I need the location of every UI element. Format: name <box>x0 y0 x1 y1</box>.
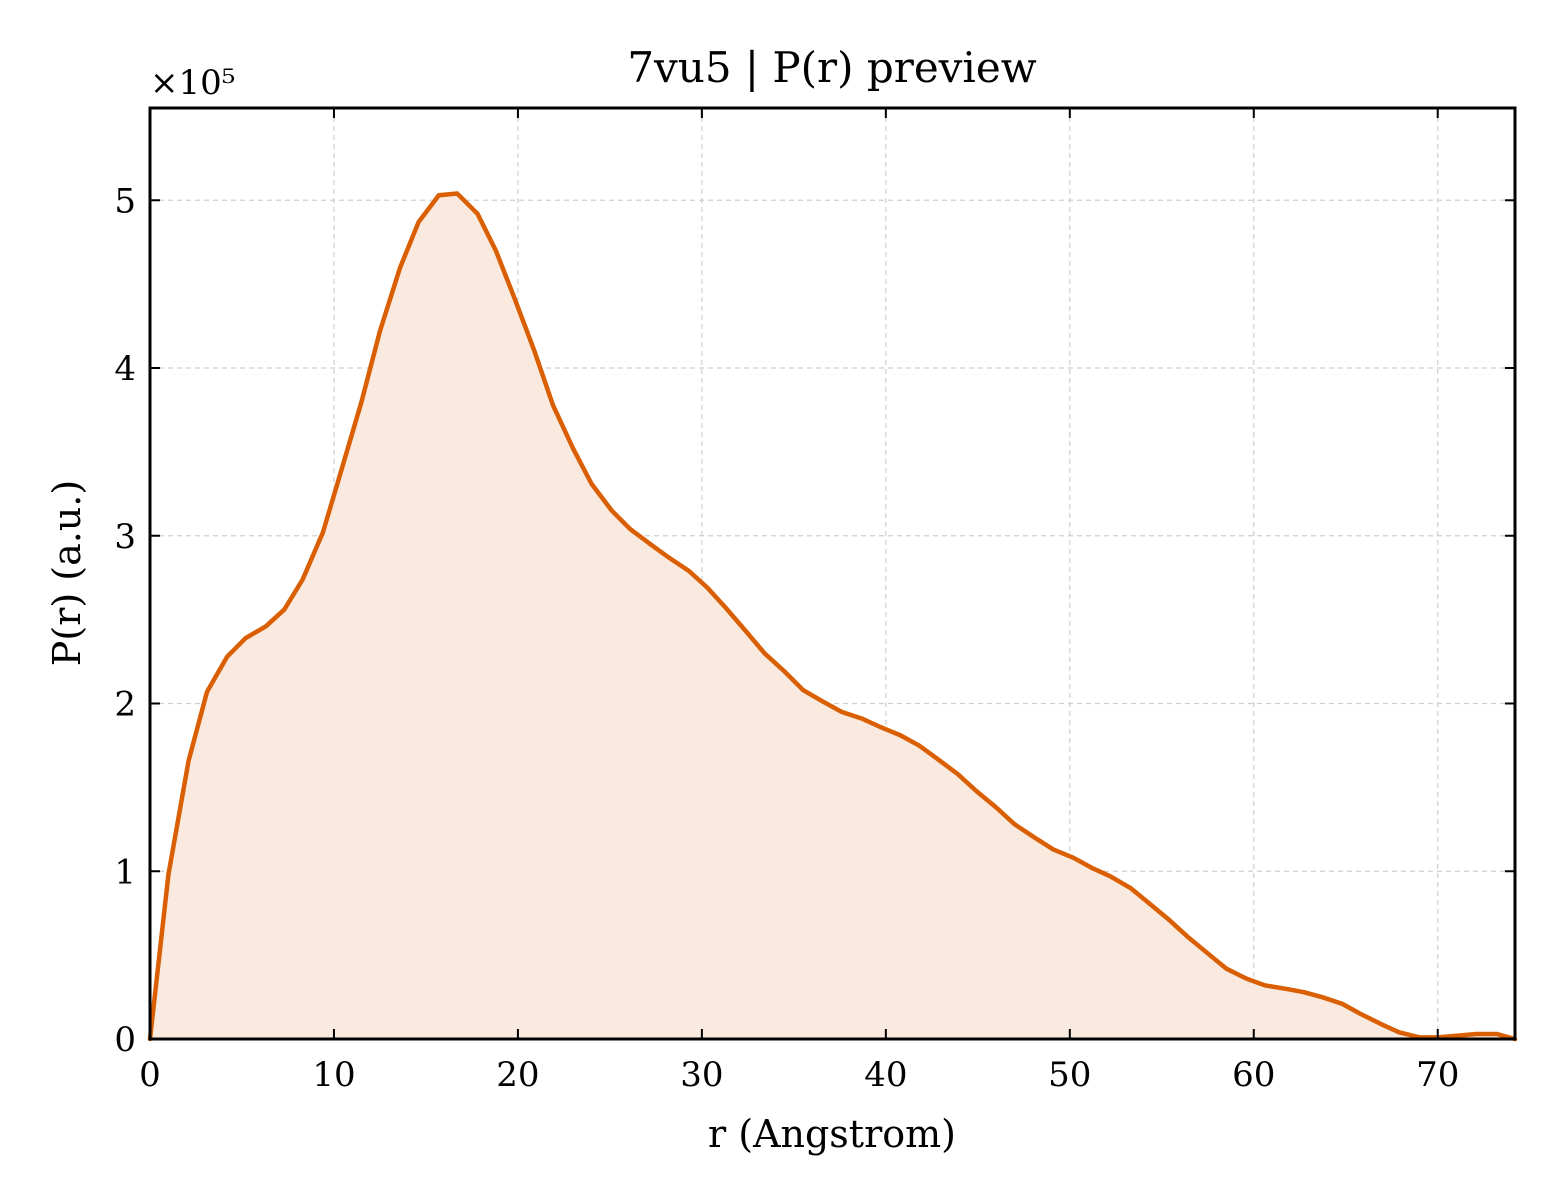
plot-area <box>147 191 1518 1042</box>
y-tick-label: 5 <box>114 181 136 221</box>
x-tick-label: 40 <box>864 1055 907 1095</box>
y-tick-label: 3 <box>114 517 136 557</box>
x-tick-label: 0 <box>139 1055 161 1095</box>
ticks: 0 10 20 30 40 50 60 70 0 1 2 3 4 5 <box>114 108 1515 1095</box>
x-tick-label: 70 <box>1416 1055 1459 1095</box>
y-tick-label: 4 <box>114 349 136 389</box>
pr-line <box>147 191 1518 1042</box>
y-axis-label: P(r) (a.u.) <box>45 480 89 666</box>
x-axis-label: r (Angstrom) <box>708 1112 956 1156</box>
x-tick-label: 10 <box>312 1055 355 1095</box>
chart-title: 7vu5 | P(r) preview <box>627 43 1036 92</box>
y-tick-label: 0 <box>114 1020 136 1060</box>
y-tick-label: 2 <box>114 685 136 725</box>
x-tick-label: 30 <box>680 1055 723 1095</box>
x-tick-label: 20 <box>496 1055 539 1095</box>
y-scale-label: ×10⁵ <box>150 63 235 103</box>
plot-frame <box>148 106 1517 1041</box>
y-tick-label: 1 <box>114 852 136 892</box>
pr-area-fill <box>150 193 1515 1040</box>
x-tick-label: 50 <box>1048 1055 1091 1095</box>
x-tick-label: 60 <box>1232 1055 1275 1095</box>
